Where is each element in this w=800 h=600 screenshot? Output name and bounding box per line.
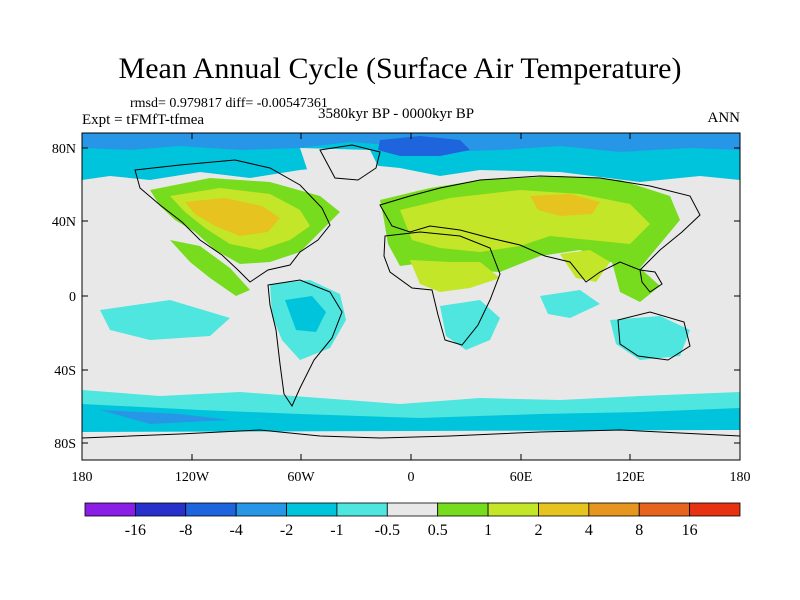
north-america-coast	[134, 159, 331, 283]
central-asia-warm	[530, 194, 600, 216]
australia-anomaly	[610, 316, 690, 360]
greenland-coast	[319, 144, 381, 181]
coastlines	[82, 144, 740, 439]
colorbar-labels: -16 -8 -4 -2 -1 -0.5 0.5 1 2 4 8 16	[125, 522, 698, 539]
colorbar-segment	[386, 502, 439, 517]
north-america-anomaly-strong	[185, 198, 280, 236]
lat-tick-label: 40N	[52, 215, 76, 230]
colorbar-label: 1	[484, 522, 492, 539]
colorbar-label: -0.5	[375, 522, 400, 539]
indian-ocean-cool	[540, 290, 600, 318]
experiment-label: Expt = tFMfT-tfmea	[82, 112, 205, 128]
southern-africa-anomaly	[440, 300, 500, 350]
lon-tick-label: 120W	[175, 470, 210, 485]
longitude-axis: 180 120W 60W 0 60E 120E 180	[72, 133, 751, 485]
period-label: 3580kyr BP - 0000kyr BP	[318, 106, 475, 122]
lat-tick-label: 40S	[54, 364, 76, 379]
eurasia-coast	[379, 175, 701, 283]
colorbar-label: 4	[585, 522, 593, 539]
africa-coast	[383, 231, 501, 346]
latitude-axis: 80N 40N 0 40S 80S	[52, 142, 740, 452]
colorbar-segment	[235, 502, 287, 517]
greenland-neutral	[300, 148, 380, 196]
south-pacific-cool	[100, 300, 230, 340]
lon-tick-label: 60E	[510, 470, 533, 485]
colorbar-segment	[638, 502, 691, 517]
colorbar-label: -1	[330, 522, 343, 539]
southern-ocean-anomaly-mid	[82, 404, 740, 432]
australia-coast	[617, 311, 691, 361]
central-america-anomaly	[170, 240, 250, 296]
colorbar-segment	[84, 502, 136, 517]
map-title: Mean Annual Cycle (Surface Air Temperatu…	[118, 52, 682, 85]
colorbar-segment	[336, 502, 388, 517]
lon-tick-label: 60W	[287, 470, 315, 485]
lon-tick-label: 180	[730, 470, 751, 485]
colorbar	[84, 502, 741, 517]
colorbar-segment	[437, 502, 489, 517]
anomaly-field	[82, 133, 740, 460]
colorbar-label: -16	[125, 522, 146, 539]
colorbar-label: 0.5	[428, 522, 448, 539]
colorbar-label: -8	[179, 522, 192, 539]
colorbar-segment	[689, 502, 741, 517]
colorbar-segment	[588, 502, 640, 517]
colorbar-segment	[538, 502, 590, 517]
colorbar-segment	[286, 502, 338, 517]
lat-tick-label: 80N	[52, 142, 76, 157]
rmsd-diff-stats: rmsd= 0.979817 diff= -0.00547361	[130, 96, 328, 111]
lon-tick-label: 0	[408, 470, 415, 485]
season-label: ANN	[707, 110, 741, 126]
south-america-coast	[267, 279, 343, 408]
southern-ocean-strong	[100, 410, 230, 424]
antarctica-coast	[82, 429, 740, 439]
colorbar-label: -2	[280, 522, 293, 539]
amazon-cool	[285, 296, 326, 332]
colorbar-label: 2	[534, 522, 542, 539]
colorbar-segment	[134, 502, 187, 517]
colorbar-label: 16	[682, 522, 698, 539]
lat-tick-label: 80S	[54, 437, 76, 452]
colorbar-segment	[185, 502, 237, 517]
arctic-deep-cool	[378, 136, 470, 156]
lon-tick-label: 120E	[615, 470, 645, 485]
indonesia-coast	[639, 269, 663, 293]
colorbar-label: 8	[635, 522, 643, 539]
sahara-anomaly	[410, 260, 500, 292]
antarctica-neutral	[82, 430, 740, 460]
lon-tick-label: 180	[72, 470, 93, 485]
colorbar-segment	[487, 502, 539, 517]
colorbar-label: -4	[229, 522, 242, 539]
lat-tick-label: 0	[69, 290, 76, 305]
southeast-asia-anomaly	[612, 262, 660, 302]
